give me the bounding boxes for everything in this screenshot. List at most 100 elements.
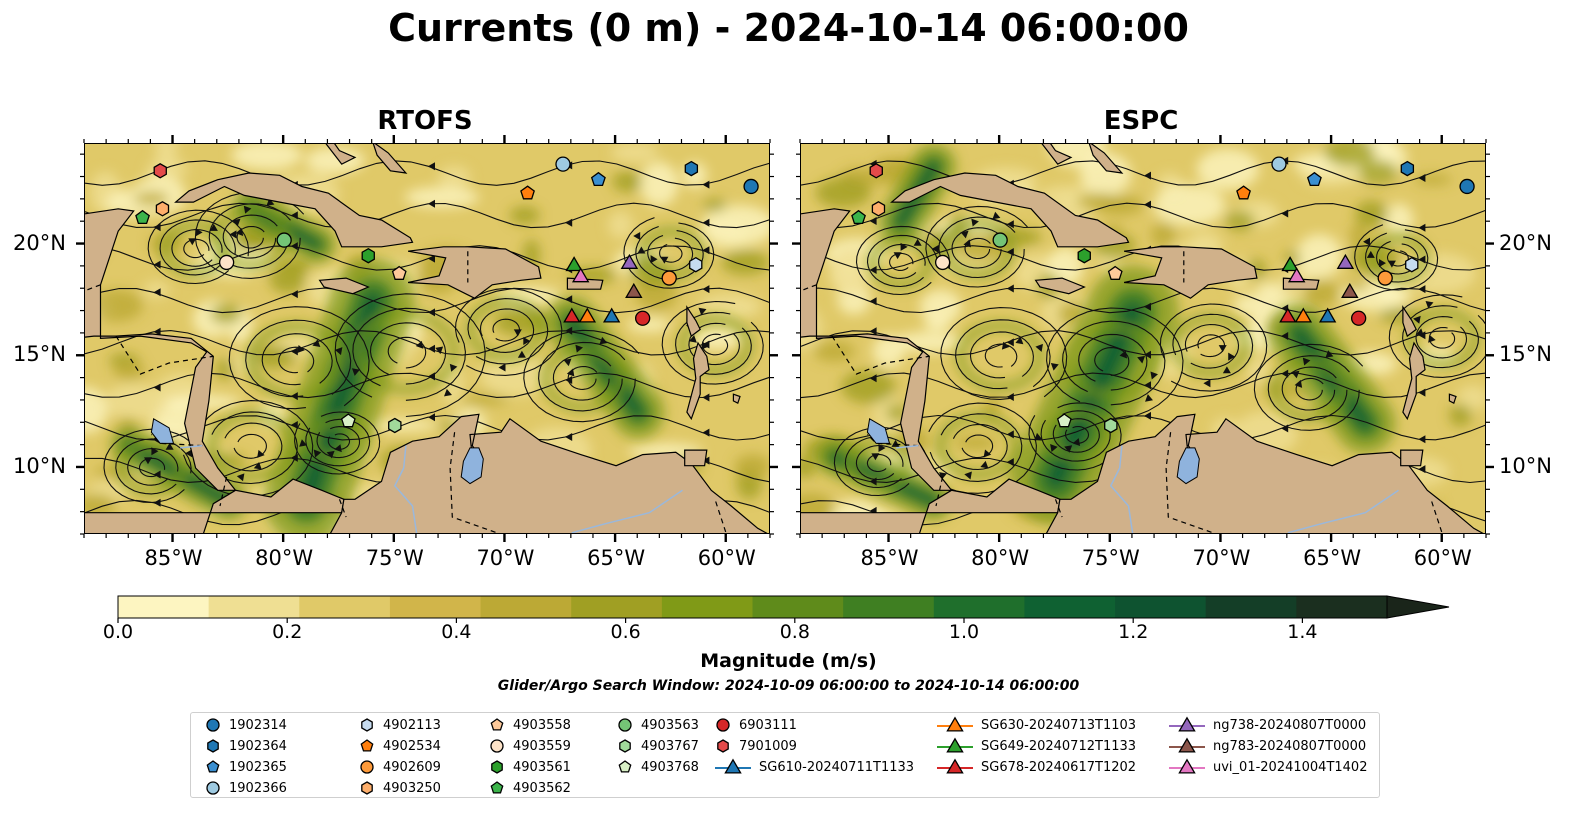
platform-SG649-20240712T1133	[565, 256, 583, 272]
streamline	[222, 214, 278, 259]
streamline-arrow	[299, 439, 308, 447]
streamline-arrow	[575, 344, 583, 353]
streamline-arrow	[428, 254, 435, 263]
legend-item: ng783-20240807T0000	[1169, 736, 1366, 756]
legend-marker	[491, 760, 503, 774]
legend-marker-icon	[717, 739, 729, 753]
streamline	[925, 205, 1028, 288]
streamline	[855, 225, 951, 296]
platform-4902609	[661, 270, 677, 286]
river	[896, 444, 919, 449]
map-canvas-espc	[801, 144, 1485, 533]
platform-ng783-20240807T0000	[625, 282, 643, 298]
platform-SG630-20240713T1103	[578, 307, 597, 323]
colorbar-tick-label: 1.2	[1118, 621, 1149, 643]
land	[85, 144, 768, 533]
streamline-arrow	[1428, 334, 1436, 343]
streamline	[327, 433, 351, 450]
land-leeward	[1402, 305, 1417, 338]
streamline-arrow	[702, 340, 710, 349]
streamline-arrow	[871, 453, 880, 461]
lat-tick-label: 20°N	[1499, 230, 1552, 255]
streamline-arrow	[1144, 302, 1151, 311]
streamline-arrow	[232, 218, 241, 227]
panel-title-espc: ESPC	[1103, 106, 1179, 136]
streamline-arrow	[1119, 350, 1128, 359]
legend-marker	[1178, 737, 1196, 753]
streamline-arrow	[1281, 209, 1289, 218]
streamline-arrow	[1050, 444, 1058, 452]
river	[1287, 489, 1399, 533]
legend-marker-icon	[361, 781, 373, 795]
lake-maracaibo	[460, 447, 484, 485]
platform-4902113	[1405, 256, 1419, 273]
streamline	[801, 160, 1485, 186]
lat-tick-label: 15°N	[13, 342, 66, 367]
colorbar-tick-label: 0.8	[779, 621, 810, 643]
streamline-arrow	[960, 230, 969, 239]
streamline-arrow	[1222, 366, 1231, 374]
streamline-arrow	[702, 285, 710, 294]
streamline-arrow	[1418, 331, 1426, 340]
lon-tick-label: 60°W	[697, 546, 756, 570]
platform-ng783-20240807T0000	[1341, 282, 1359, 298]
legend-marker	[618, 760, 632, 773]
legend-label: uvi_01-20241004T1402	[1213, 759, 1368, 775]
streamline-arrow	[971, 218, 979, 227]
lon-tick-label: 65°W	[587, 546, 646, 570]
streamline-arrow	[153, 260, 161, 269]
colorbar-segment	[1115, 596, 1207, 618]
streamline-arrow	[243, 205, 252, 214]
legend-marker	[206, 760, 220, 773]
land-cent	[85, 208, 345, 533]
streamline	[929, 413, 1023, 482]
streamline-arrow	[1072, 438, 1081, 447]
land-bah1	[325, 144, 357, 165]
platform-4903563	[276, 232, 292, 248]
land-wind	[1402, 341, 1426, 421]
streamline	[278, 346, 315, 374]
streamline	[866, 234, 939, 288]
lat-tick-label: 15°N	[1499, 342, 1552, 367]
streamline-arrow	[1137, 355, 1146, 364]
legend-label: 6903111	[739, 717, 797, 733]
river	[571, 489, 683, 533]
streamline-arrow	[702, 393, 710, 402]
streamline-arrow	[1144, 381, 1151, 390]
streamline	[866, 453, 892, 473]
colorbar-segment	[1205, 596, 1297, 618]
streamline-arrow	[428, 372, 435, 381]
streamline	[1040, 410, 1111, 462]
streamline	[467, 298, 549, 365]
lon-tick-label: 65°W	[1303, 546, 1362, 570]
platform-SG649-20240712T1133	[1281, 256, 1299, 272]
platform-4903562	[135, 209, 150, 225]
lon-tick-label: 70°W	[476, 546, 535, 570]
legend-marker	[360, 760, 374, 774]
colorbar-segment	[843, 596, 935, 618]
platform-4903561	[361, 247, 375, 264]
land-trin	[1400, 449, 1424, 467]
platform-4903558	[1107, 265, 1123, 280]
legend-marker	[946, 716, 964, 732]
streamline	[85, 160, 769, 186]
streamline	[844, 435, 916, 489]
platform-4903768	[340, 413, 356, 428]
lon-tick-label: 80°W	[971, 546, 1030, 570]
legend: 1902314 1902364 1902365 1902366 4902113 49025…	[190, 712, 1380, 798]
legend-marker-icon	[619, 739, 631, 753]
colorbar-segment	[752, 596, 844, 618]
colorbar-segment	[571, 596, 663, 618]
streamline-arrow	[297, 345, 305, 353]
streamline-arrow	[517, 350, 526, 358]
legend-marker	[1178, 716, 1196, 732]
streamline-arrow	[939, 472, 947, 480]
legend-item: 4903561	[489, 757, 571, 777]
colorbar-tick-label: 0.4	[441, 621, 472, 643]
land-cent	[801, 208, 1061, 533]
legend-item: SG630-20240713T1103	[937, 715, 1136, 735]
streamline	[1376, 240, 1419, 275]
streamline-arrow	[1418, 435, 1426, 444]
streamline-arrow	[964, 471, 972, 480]
river	[393, 445, 418, 533]
